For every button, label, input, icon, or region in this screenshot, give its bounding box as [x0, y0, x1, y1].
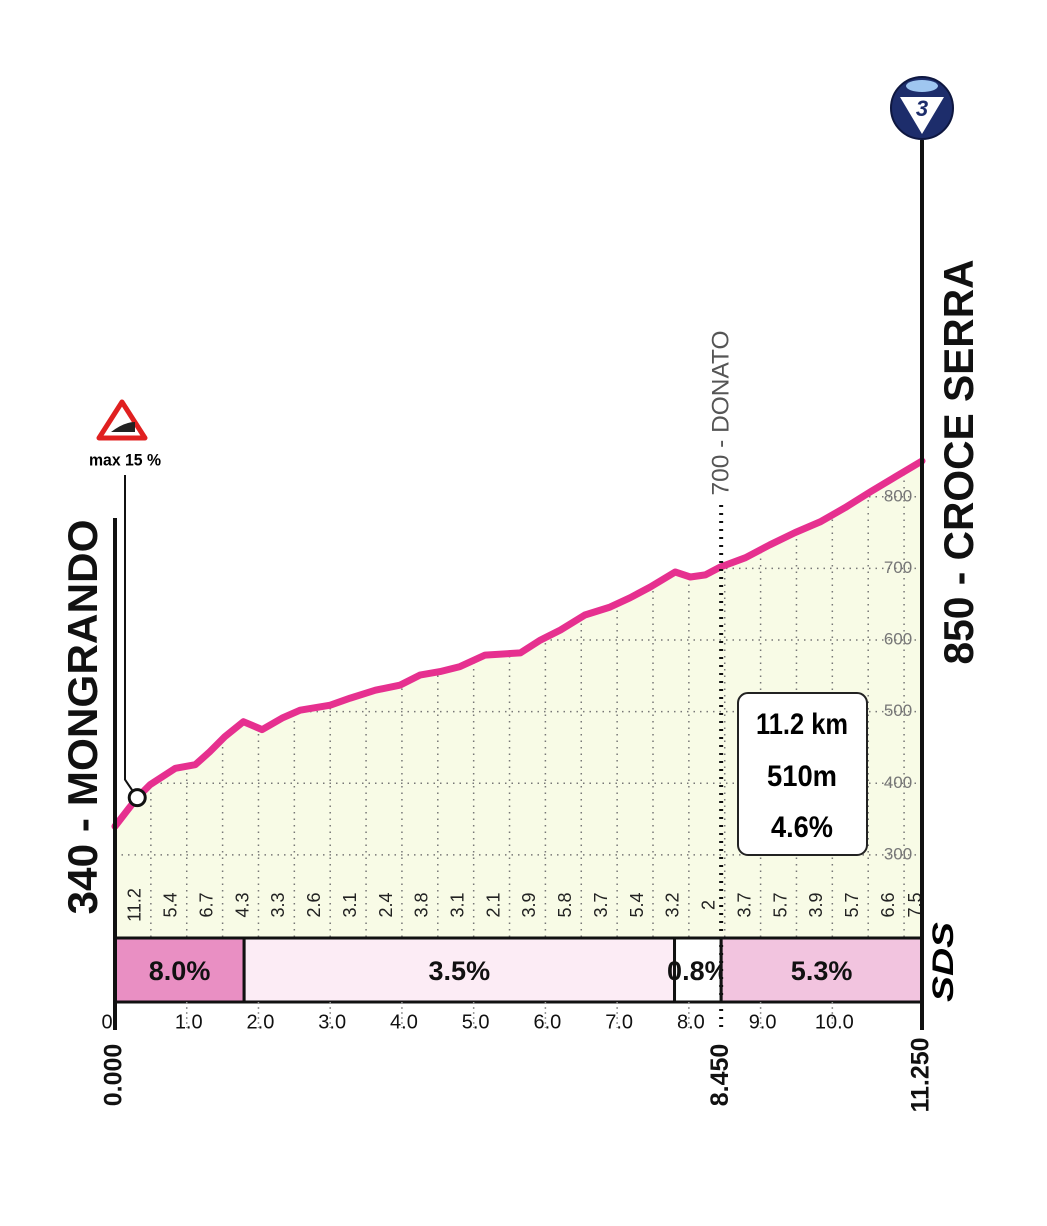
logo: SDS: [927, 922, 960, 1002]
grade-label: 6.7: [196, 892, 216, 917]
grade-label: 11.2: [125, 888, 145, 922]
grade-label: 3.9: [806, 892, 826, 917]
x-tick-label: 5.0: [462, 1011, 490, 1033]
category-badge: 3: [890, 76, 954, 140]
x-tick-label: 1.0: [175, 1011, 203, 1033]
max-gradient-point: [127, 788, 147, 808]
y-tick-label: 500: [884, 701, 912, 720]
grade-label: 3.9: [519, 892, 539, 917]
section-label: 5.3%: [791, 956, 853, 986]
summary-gradient: 4.6%: [771, 811, 833, 844]
section-label: 8.0%: [149, 956, 211, 986]
grade-label: 3.7: [734, 892, 754, 917]
grade-label: 3.3: [268, 892, 288, 917]
x-tick-label: 7.0: [605, 1011, 633, 1033]
main: 300 400 500 600 700 800 11.2 5.4 6.7 4.3 3.3 2.6 3.1…: [59, 140, 982, 1113]
x-tick-label: 9.0: [749, 1011, 777, 1033]
grade-label: 5.4: [161, 892, 181, 917]
x-tick-label: 10.0: [815, 1011, 854, 1033]
y-tick-label: 800: [884, 486, 912, 505]
y-tick-label: 700: [884, 558, 912, 577]
waypoint-name: 340 - MONGRANDO: [59, 520, 106, 915]
summary-box: [737, 692, 868, 856]
grade-label: 5.7: [842, 892, 862, 917]
grade-label: 5.4: [627, 892, 647, 917]
waypoint-distance: 8.450: [706, 1044, 734, 1107]
grade-label: 4.3: [232, 892, 252, 917]
grade-label: 5.8: [555, 892, 575, 917]
x-tick-label: 0: [101, 1011, 112, 1033]
section-bar: [113, 936, 246, 1004]
grade-label: 7.5: [905, 892, 925, 917]
slope-icon: [111, 422, 135, 432]
grade-label: 2.4: [376, 892, 396, 917]
grade-label: 2: [699, 900, 719, 910]
max-gradient-label: max 15 %: [89, 450, 161, 469]
grade-label: 2.6: [304, 892, 324, 917]
max-gradient-icon: [96, 399, 148, 441]
summary-distance: 11.2 km: [756, 708, 848, 741]
x-tick-label: 4.0: [390, 1011, 418, 1033]
badge-shine: [906, 80, 938, 92]
section-label: 3.5%: [429, 956, 491, 986]
x-tick-label: 3.0: [318, 1011, 346, 1033]
x-tick-label: 6.0: [533, 1011, 561, 1033]
waypoint-name: 700 - DONATO: [707, 331, 734, 496]
waypoint-distance: 11.250: [907, 1037, 935, 1112]
grade-label: 6.6: [878, 892, 898, 917]
section-label: 0.8%: [667, 956, 729, 986]
grade-label: 3.7: [591, 892, 611, 917]
grade-label: 5.7: [770, 892, 790, 917]
badge-triangle: [900, 97, 944, 134]
y-tick-label: 400: [884, 773, 912, 792]
y-tick-label: 600: [884, 630, 912, 649]
grade-label: 3.1: [340, 892, 360, 917]
grade-label: 3.1: [447, 892, 467, 917]
grade-label: 3.8: [412, 892, 432, 917]
section-bar: [719, 936, 924, 1004]
badge-number: 3: [916, 96, 928, 121]
profile-line: [111, 457, 926, 830]
warning-triangle: [96, 399, 148, 441]
max-gradient-leader: [124, 475, 139, 799]
x-tick-label: 2.0: [247, 1011, 275, 1033]
summary-climb: 510m: [767, 760, 837, 793]
y-tick-label: 300: [884, 844, 912, 863]
waypoint-name: 850 - CROCE SERRA: [935, 260, 982, 665]
grade-label: 3.2: [663, 892, 683, 917]
grade-label: 2.1: [483, 892, 503, 917]
x-tick-label: 8.0: [677, 1011, 705, 1033]
waypoint-distance: 0.000: [100, 1044, 128, 1107]
